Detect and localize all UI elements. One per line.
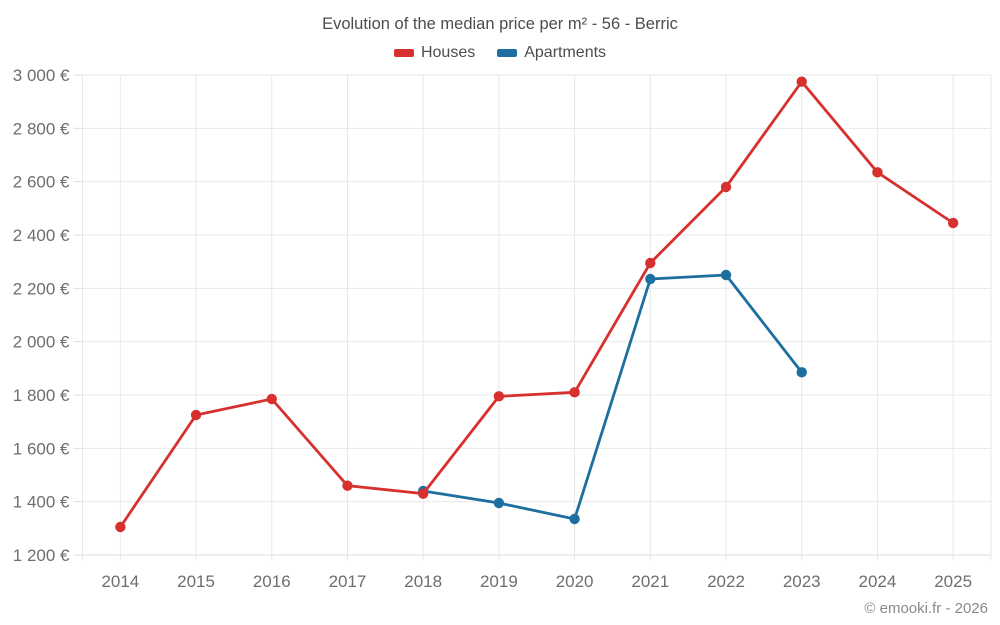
attribution: © emooki.fr - 2026 — [864, 600, 988, 617]
chart-legend: Houses Apartments — [0, 44, 1000, 62]
legend-label: Houses — [420, 44, 476, 61]
x-tick-label: 2022 — [707, 572, 745, 591]
data-point-apartments-2023[interactable] — [796, 367, 807, 378]
x-tick-label: 2015 — [177, 572, 215, 591]
y-tick-label: 3 000 € — [13, 66, 70, 85]
y-tick-label: 2 600 € — [13, 173, 70, 192]
data-point-houses-2019[interactable] — [493, 391, 505, 402]
legend-label: Apartments — [524, 44, 607, 61]
data-point-houses-2015[interactable] — [190, 409, 202, 421]
data-point-houses-2024[interactable] — [872, 167, 883, 178]
data-point-houses-2021[interactable] — [645, 257, 656, 269]
data-point-houses-2022[interactable] — [720, 181, 732, 193]
data-point-houses-2020[interactable] — [569, 387, 580, 398]
y-tick-label: 1 400 € — [13, 493, 70, 512]
data-point-houses-2017[interactable] — [342, 480, 353, 491]
legend-item-apartments[interactable]: Apartments — [497, 44, 606, 62]
y-tick-label: 1 200 € — [13, 546, 70, 565]
x-tick-label: 2023 — [783, 572, 821, 591]
data-point-apartments-2021[interactable] — [645, 273, 656, 285]
x-tick-label: 2018 — [404, 572, 442, 591]
y-tick-label: 2 400 € — [13, 226, 70, 245]
x-tick-label: 2024 — [859, 572, 897, 591]
chart-title: Evolution of the median price per m² - 5… — [322, 15, 678, 33]
legend-swatch-houses — [393, 49, 414, 57]
data-point-apartments-2019[interactable] — [493, 497, 505, 509]
x-tick-label: 2025 — [934, 572, 972, 591]
x-tick-label: 2014 — [101, 572, 139, 591]
data-point-houses-2016[interactable] — [266, 393, 277, 405]
legend-swatch-apartments — [497, 49, 518, 57]
series-line-houses — [118, 80, 955, 529]
x-tick-label: 2020 — [556, 572, 594, 591]
y-tick-label: 1 600 € — [13, 439, 70, 458]
x-tick-label: 2017 — [329, 572, 367, 591]
x-tick-label: 2019 — [480, 572, 518, 591]
data-point-houses-2025[interactable] — [947, 217, 959, 229]
x-tick-label: 2021 — [631, 572, 669, 591]
data-point-houses-2014[interactable] — [115, 521, 126, 533]
data-point-apartments-2022[interactable] — [720, 269, 732, 281]
y-tick-label: 1 800 € — [13, 386, 70, 405]
data-point-apartments-2020[interactable] — [569, 513, 580, 525]
series-line-apartments — [421, 273, 804, 521]
legend-item-houses[interactable]: Houses — [393, 44, 476, 62]
data-point-houses-2018[interactable] — [417, 488, 429, 499]
y-tick-label: 2 800 € — [13, 119, 70, 138]
data-point-houses-2023[interactable] — [796, 76, 807, 87]
x-tick-label: 2016 — [253, 572, 291, 591]
y-tick-label: 2 200 € — [13, 279, 70, 298]
y-tick-label: 2 000 € — [13, 333, 70, 352]
